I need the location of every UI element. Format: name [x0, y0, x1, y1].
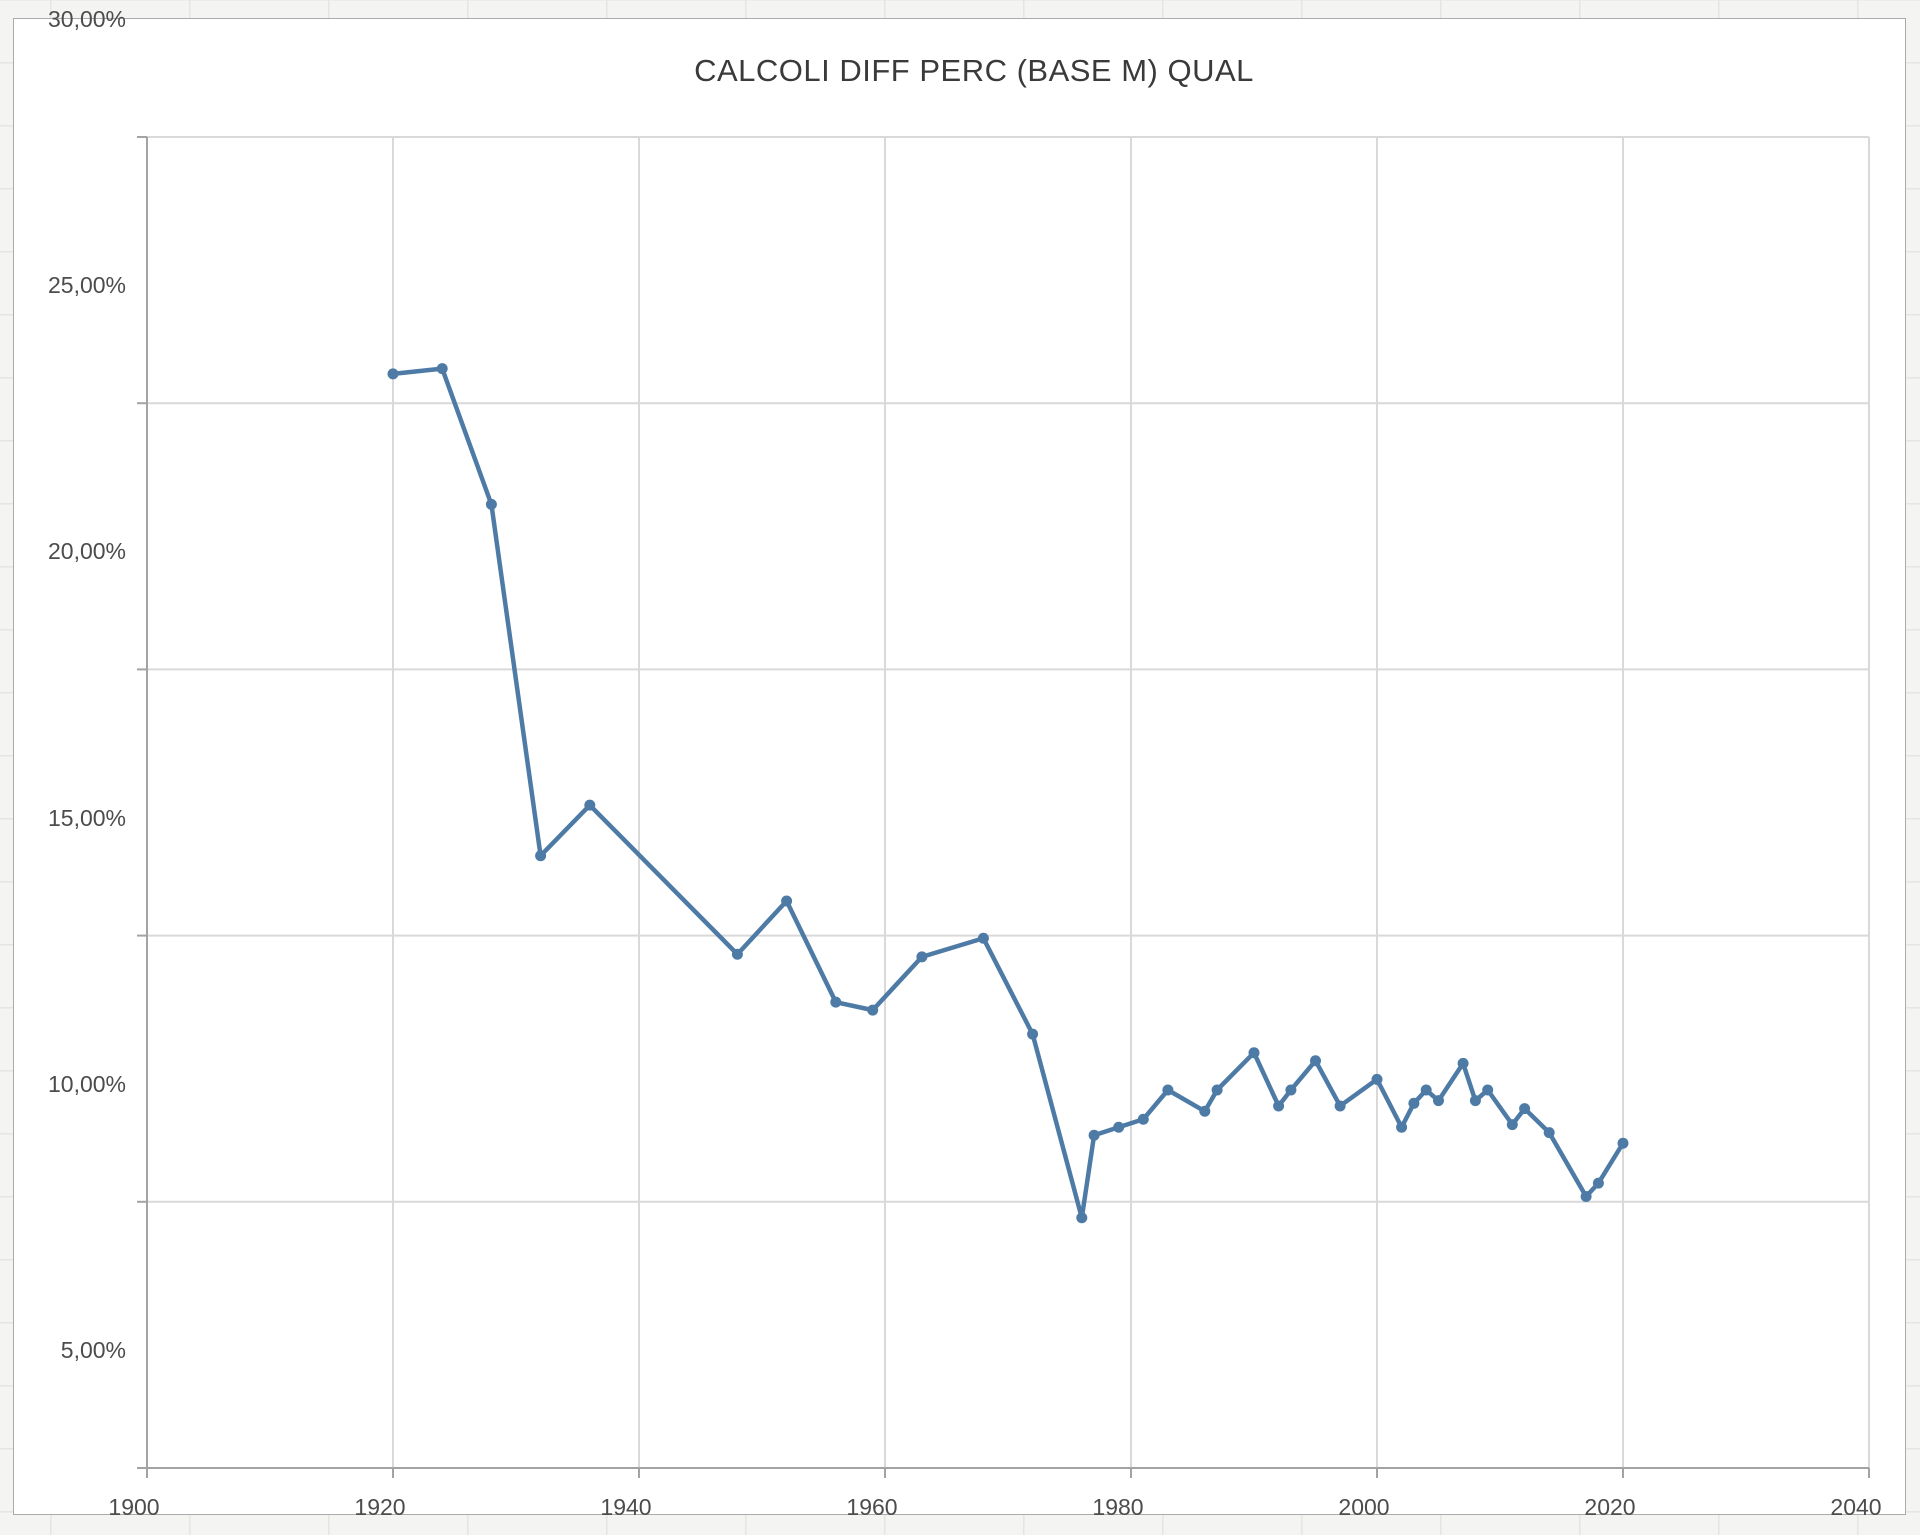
x-axis-label: 1960 [846, 1494, 898, 1520]
data-point-marker[interactable] [1420, 1084, 1432, 1096]
chart-object[interactable]: CALCOLI DIFF PERC (BASE M) QUAL 30,00% 25… [13, 6, 1906, 1520]
data-point-marker[interactable] [1285, 1084, 1297, 1096]
data-point-marker[interactable] [1396, 1121, 1408, 1133]
data-point-marker[interactable] [1592, 1177, 1604, 1189]
data-point-marker[interactable] [1457, 1057, 1469, 1069]
data-point-marker[interactable] [916, 951, 928, 963]
data-point-marker[interactable] [1088, 1129, 1100, 1141]
data-point-marker[interactable] [1248, 1047, 1260, 1059]
y-axis-label: 15,00% [47, 804, 126, 831]
data-point-marker[interactable] [535, 850, 547, 862]
plot-area[interactable] [137, 136, 1870, 1478]
y-axis-label: 5,00% [60, 1337, 126, 1363]
x-axis-label: 2040 [1830, 1494, 1882, 1520]
series-line[interactable] [390, 366, 1626, 1221]
data-point-marker[interactable] [387, 368, 399, 380]
x-axis-label: 1920 [354, 1494, 406, 1520]
data-point-marker[interactable] [1076, 1212, 1088, 1224]
chart-title: CALCOLI DIFF PERC (BASE M) QUAL [694, 53, 1254, 88]
data-point-marker[interactable] [1482, 1084, 1494, 1096]
data-point-marker[interactable] [1027, 1028, 1039, 1040]
data-point-marker[interactable] [485, 498, 497, 510]
x-axis-label: 2000 [1338, 1494, 1390, 1520]
data-point-marker[interactable] [1408, 1097, 1420, 1109]
y-axis-label: 20,00% [47, 538, 126, 565]
data-point-marker[interactable] [1273, 1100, 1285, 1112]
y-axis-label: 30,00% [47, 6, 126, 32]
data-point-marker[interactable] [977, 932, 989, 944]
data-point-marker[interactable] [1543, 1127, 1555, 1139]
x-axis-label: 1940 [600, 1494, 652, 1520]
data-point-marker[interactable] [830, 996, 842, 1008]
data-point-marker[interactable] [1137, 1113, 1149, 1125]
data-point-marker[interactable] [1506, 1119, 1518, 1131]
data-point-marker[interactable] [781, 895, 793, 907]
data-point-marker[interactable] [1162, 1084, 1174, 1096]
data-point-marker[interactable] [1617, 1137, 1629, 1149]
data-point-marker[interactable] [731, 948, 743, 960]
data-point-marker[interactable] [1310, 1055, 1321, 1067]
data-point-marker[interactable] [1199, 1105, 1211, 1117]
data-point-marker[interactable] [1519, 1103, 1531, 1115]
data-point-marker[interactable] [867, 1004, 879, 1016]
data-point-marker[interactable] [1334, 1100, 1346, 1112]
y-axis-label: 25,00% [47, 272, 126, 299]
data-point-marker[interactable] [1433, 1095, 1444, 1107]
data-point-marker[interactable] [1580, 1190, 1592, 1202]
data-point-marker[interactable] [1371, 1073, 1383, 1085]
data-point-marker[interactable] [1469, 1095, 1481, 1107]
x-axis-label: 1900 [108, 1494, 160, 1520]
x-axis-label: 1980 [1092, 1494, 1144, 1520]
data-point-marker[interactable] [436, 363, 448, 375]
data-point-marker[interactable] [1113, 1121, 1125, 1133]
data-point-marker[interactable] [584, 799, 596, 811]
x-axis-label: 2020 [1584, 1494, 1636, 1520]
data-point-marker[interactable] [1211, 1084, 1223, 1096]
y-axis-label: 10,00% [47, 1070, 126, 1097]
